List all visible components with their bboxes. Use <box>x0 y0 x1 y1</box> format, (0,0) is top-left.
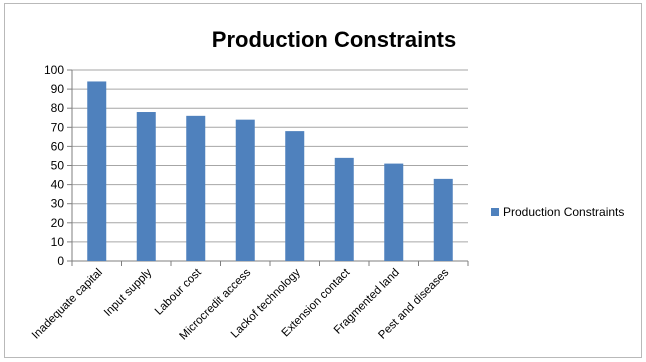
y-tick-label: 80 <box>51 101 65 115</box>
legend-label: Production Constraints <box>503 205 624 219</box>
bars <box>87 81 453 262</box>
y-tick-label: 50 <box>51 159 65 173</box>
y-tick-label: 70 <box>51 120 65 134</box>
x-category-label: Input supply <box>102 266 155 319</box>
bar <box>433 178 453 261</box>
bar <box>136 112 156 262</box>
chart-frame <box>4 3 642 358</box>
y-tick-label: 60 <box>51 139 65 153</box>
y-tick-label: 90 <box>51 82 65 96</box>
y-tick-label: 10 <box>51 235 65 249</box>
bar <box>285 131 305 261</box>
axes <box>71 70 469 266</box>
x-category-label: Labour cost <box>153 266 205 318</box>
y-tick-label: 0 <box>57 254 64 268</box>
legend: Production Constraints <box>491 205 624 219</box>
gridlines <box>72 69 468 243</box>
chart-title: Production Constraints <box>212 27 456 52</box>
y-tick-label: 100 <box>44 63 64 77</box>
y-tick-label: 40 <box>51 178 65 192</box>
bar <box>384 163 404 261</box>
x-category-label: Inadequate capital <box>30 267 105 342</box>
bar <box>235 119 255 261</box>
bar <box>186 115 206 261</box>
legend-swatch <box>491 208 499 216</box>
bar <box>87 81 107 262</box>
y-tick-label: 20 <box>51 216 65 230</box>
bar <box>334 157 354 261</box>
y-tick-label: 30 <box>51 197 65 211</box>
y-axis-ticks: 0 10 20 30 40 50 60 70 80 90 100 <box>44 63 72 268</box>
